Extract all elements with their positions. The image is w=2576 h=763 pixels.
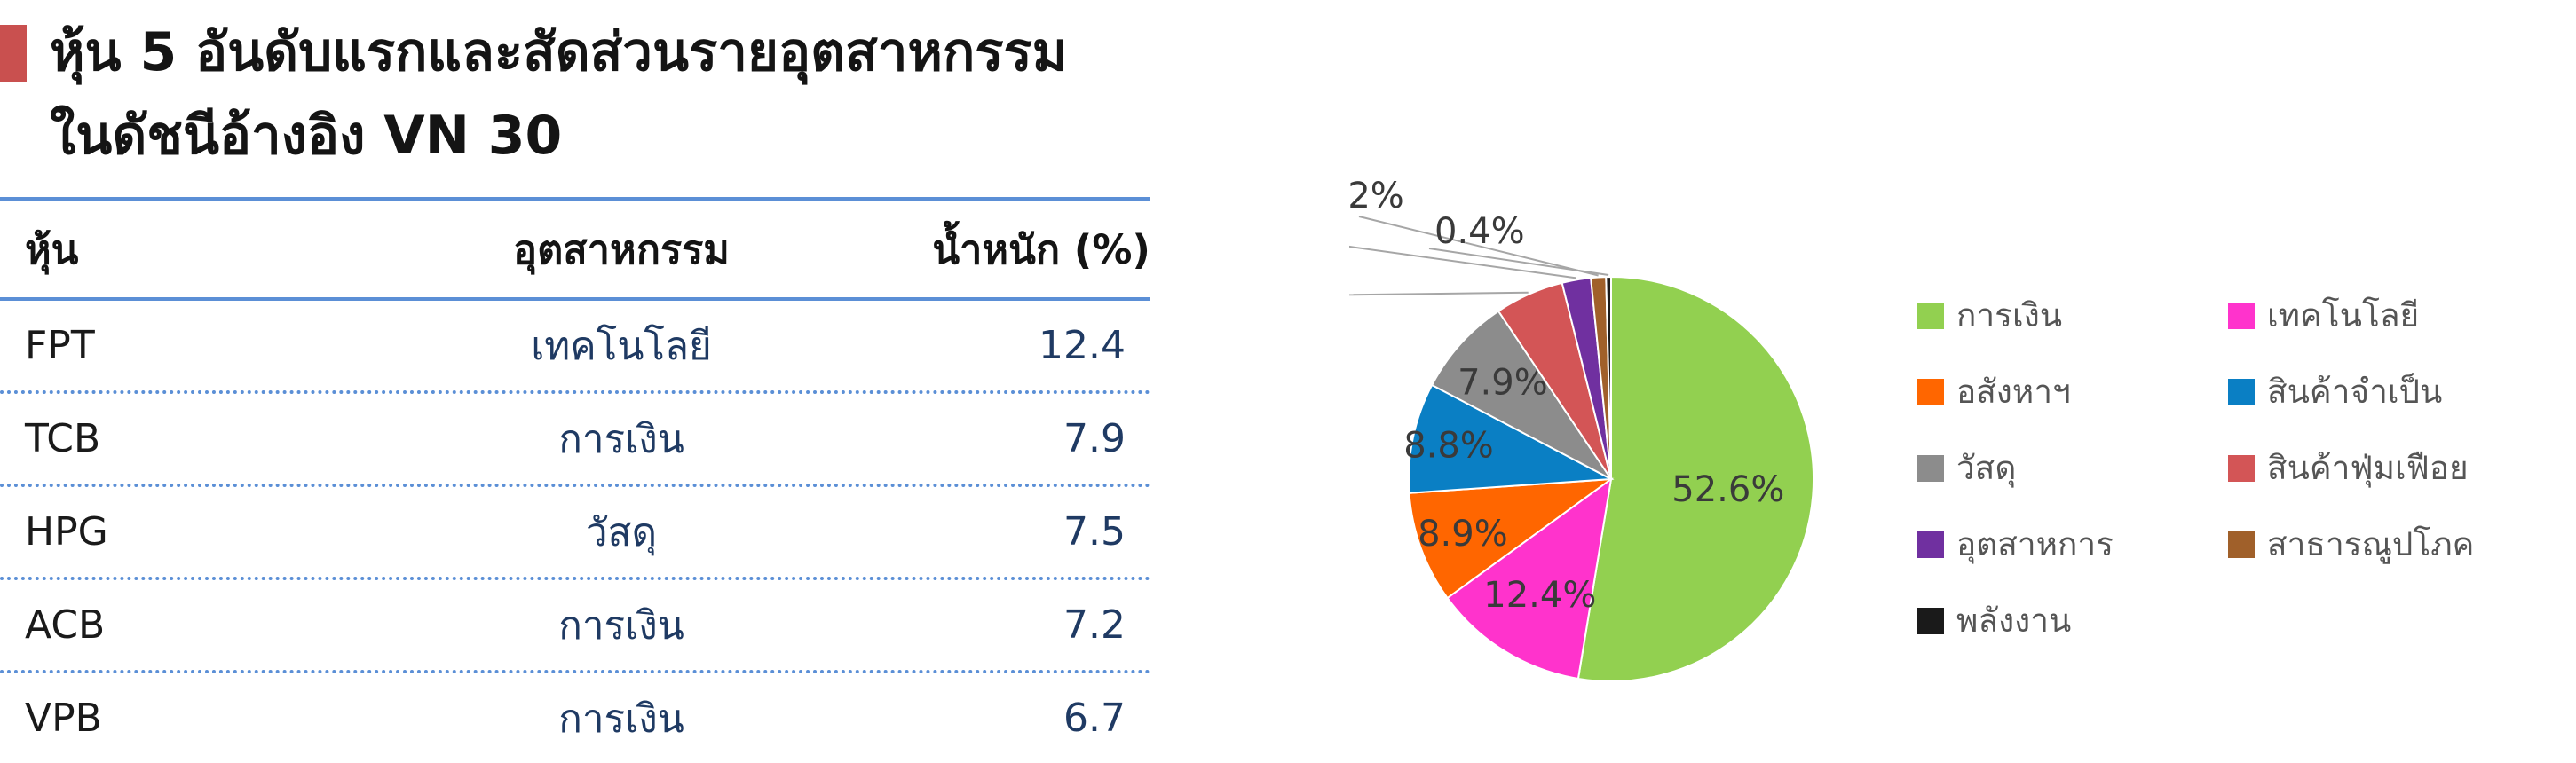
weight-cell: 7.5: [1063, 509, 1126, 555]
legend-item: การเงิน: [1917, 289, 2062, 342]
legend-swatch: [2228, 531, 2255, 558]
leader-line: [1349, 245, 1576, 279]
pie-slice: [1430, 310, 1612, 480]
legend-label: อสังหาฯ: [1956, 373, 2071, 411]
legend-swatch: [1917, 378, 1944, 405]
slice-data-label: 7.9%: [1458, 362, 1548, 403]
leader-line: [1358, 216, 1599, 277]
table-row: FPT เทคโนโลยี 12.4: [0, 301, 1150, 394]
legend-label: พลังงาน: [1956, 602, 2072, 640]
slice-data-label: 52.6%: [1671, 469, 1784, 510]
legend-item: สินค้าจำเป็น: [2228, 366, 2442, 418]
pie-slice: [1446, 476, 1613, 680]
legend-item: สินค้าฟุ่มเฟือย: [2228, 442, 2469, 494]
legend-swatch: [2228, 378, 2255, 405]
stock-cell: HPG: [25, 509, 108, 555]
title-line-1: หุ้น 5 อันดับแรกและสัดส่วนรายอุตสาหกรรม: [50, 21, 1068, 83]
legend-label: การเงิน: [1956, 296, 2063, 334]
legend-item: เทคโนโลยี: [2228, 289, 2419, 342]
title-line-2: ในดัชนีอ้างอิง VN 30: [50, 105, 563, 167]
industry-cell: เทคโนโลยี: [531, 323, 712, 369]
table-header: หุ้น อุตสาหกรรม น้ำหนัก (%): [0, 197, 1150, 301]
table-row: VPB การเงิน 6.7: [0, 673, 1150, 763]
leader-line: [1428, 248, 1609, 276]
stock-cell: TCB: [25, 416, 101, 461]
legend-item: วัสดุ: [1917, 442, 2016, 494]
legend-swatch: [2228, 454, 2255, 482]
legend-swatch: [1917, 531, 1944, 558]
pie-slice: [1408, 383, 1615, 494]
slice-data-label: 12.4%: [1483, 575, 1596, 616]
slice-data-label: 8.9%: [1418, 514, 1508, 555]
stock-cell: FPT: [25, 323, 95, 368]
industry-cell: การเงิน: [558, 416, 684, 462]
legend-label: เทคโนโลยี: [2267, 296, 2420, 334]
title-accent-bar: [0, 25, 27, 82]
table-row: HPG วัสดุ 7.5: [0, 487, 1150, 580]
industry-pie-chart: 52.6%12.4%8.9%8.8%7.9%5.5%2.3%1.2%0.4%: [1349, 176, 1814, 682]
table-row: ACB การเงิน 7.2: [0, 580, 1150, 673]
legend-label: สินค้าฟุ่มเฟือย: [2267, 449, 2469, 487]
industry-cell: วัสดุ: [585, 509, 658, 555]
weight-cell: 6.7: [1063, 696, 1126, 741]
weight-cell: 12.4: [1039, 323, 1126, 368]
pie-slice: [1605, 275, 1612, 480]
top-stocks-table: หุ้น อุตสาหกรรม น้ำหนัก (%) FPT เทคโนโลย…: [0, 197, 1150, 763]
industry-cell: การเงิน: [558, 602, 684, 649]
pie-slice: [1576, 275, 1814, 682]
pie-slice: [1408, 477, 1615, 600]
slice-data-label: 1.2%: [1349, 176, 1404, 216]
stock-cell: ACB: [25, 602, 106, 648]
legend-swatch: [1917, 607, 1944, 634]
industry-cell: การเงิน: [558, 696, 684, 742]
weight-cell: 7.9: [1063, 416, 1126, 461]
page-title: หุ้น 5 อันดับแรกและสัดส่วนรายอุตสาหกรรม …: [50, 11, 1067, 177]
legend-label: วัสดุ: [1956, 449, 2017, 487]
legend-item: อุตสาหการ: [1917, 518, 2114, 570]
header-industry: อุตสาหกรรม: [513, 226, 730, 273]
weight-cell: 7.2: [1063, 602, 1126, 648]
slice-data-label: 0.4%: [1434, 211, 1525, 252]
header-weight: น้ำหนัก (%): [932, 226, 1150, 273]
stock-cell: VPB: [25, 696, 102, 741]
legend-item: อสังหาฯ: [1917, 366, 2071, 418]
legend-swatch: [1917, 454, 1944, 482]
slice-data-label: 8.8%: [1403, 426, 1494, 467]
legend-swatch: [1917, 302, 1944, 329]
legend-label: สินค้าจำเป็น: [2267, 373, 2443, 411]
header-stock: หุ้น: [25, 226, 79, 273]
legend-label: สาธารณูปโภค: [2267, 525, 2475, 563]
leader-line: [1349, 291, 1529, 296]
legend-label: อุตสาหการ: [1956, 525, 2114, 563]
legend-item: สาธารณูปโภค: [2228, 518, 2474, 570]
legend-swatch: [2228, 302, 2255, 329]
legend-item: พลังงาน: [1917, 594, 2071, 647]
table-row: TCB การเงิน 7.9: [0, 394, 1150, 487]
